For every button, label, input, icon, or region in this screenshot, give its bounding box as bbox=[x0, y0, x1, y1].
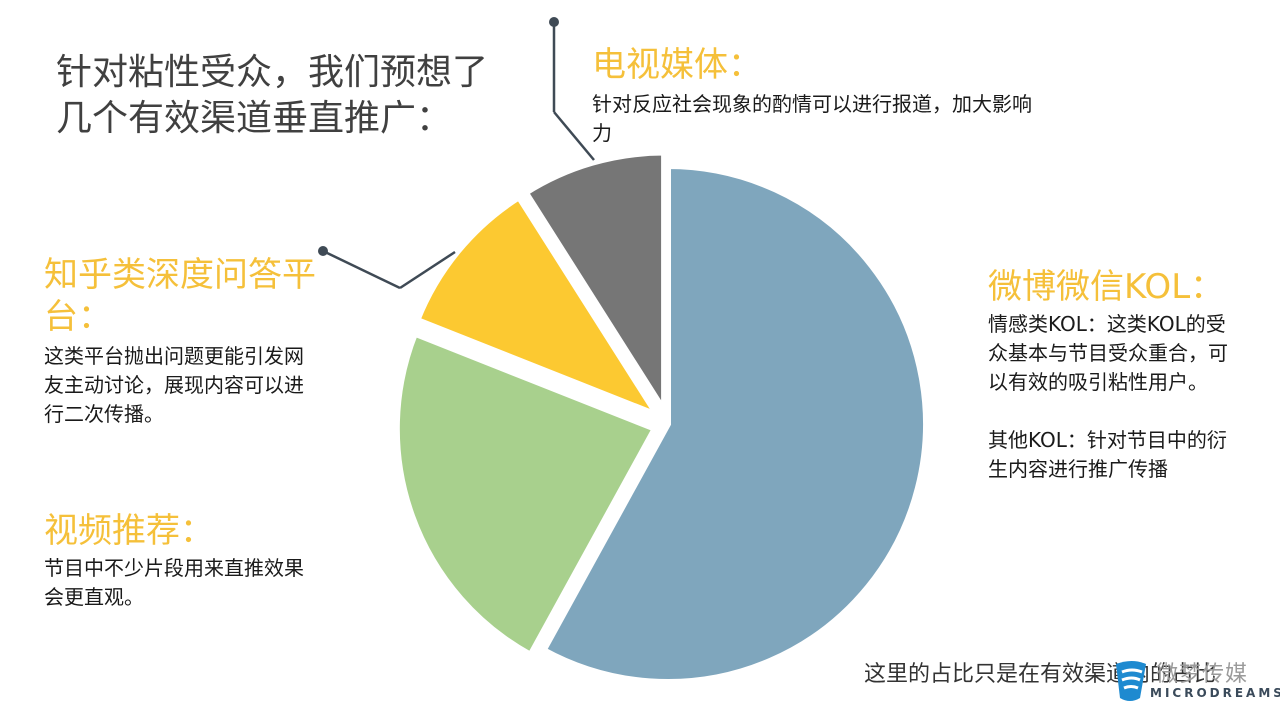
tv-callout-dot bbox=[549, 17, 559, 27]
zhihu-callout-line-diagonal bbox=[399, 250, 456, 290]
pie-slice-2 bbox=[413, 193, 665, 422]
video-section-title: 视频推荐： bbox=[44, 511, 214, 551]
slide-title: 针对粘性受众，我们预想了几个有效渠道垂直推广： bbox=[56, 52, 489, 139]
tv-callout-line-diagonal bbox=[553, 111, 595, 161]
weibo-section-body-2: 其他KOL：针对节目中的衍生内容进行推广传播 bbox=[988, 428, 1227, 481]
footnote: 这里的占比只是在有效渠道内的占比 bbox=[864, 662, 1217, 687]
tv-section-body: 针对反应社会现象的酌情可以进行报道，加大影响力 bbox=[592, 92, 1032, 145]
logo-text-en: MICRODREAMS bbox=[1150, 686, 1280, 700]
callout-connectors bbox=[318, 17, 595, 290]
zhihu-section-body: 这类平台抛出问题更能引发网友主动讨论，展现内容可以进行二次传播。 bbox=[44, 344, 304, 426]
weibo-section-body-1: 情感类KOL：这类KOL的受众基本与节目受众重合，可以有效的吸引粘性用户。 bbox=[988, 312, 1228, 394]
pie-slice-1 bbox=[393, 329, 660, 659]
logo-text-cn: 微梦传媒 bbox=[1156, 662, 1249, 687]
company-logo: 微梦传媒 MICRODREAMS bbox=[1112, 656, 1280, 710]
tv-section-title: 电视媒体： bbox=[592, 45, 762, 85]
weibo-section-title: 微博微信KOL： bbox=[988, 267, 1225, 307]
zhihu-callout-line bbox=[322, 249, 401, 290]
logo-mark-icon bbox=[1116, 661, 1146, 701]
zhihu-section-title: 知乎类深度问答平台： bbox=[44, 255, 316, 337]
pie-slice-3 bbox=[521, 149, 668, 421]
pie-slices bbox=[393, 149, 929, 685]
pie-slice-0 bbox=[539, 162, 929, 685]
zhihu-callout-dot bbox=[318, 246, 328, 256]
video-section-body: 节目中不少片段用来直推效果会更直观。 bbox=[44, 556, 304, 609]
